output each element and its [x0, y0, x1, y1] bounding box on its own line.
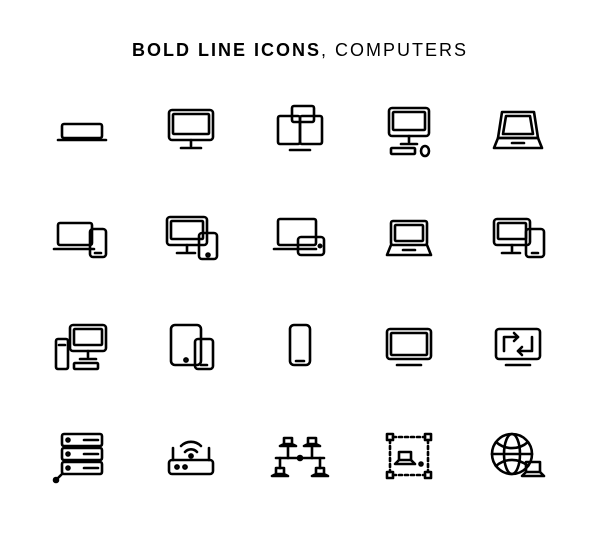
laptop-closed-icon [40, 89, 123, 172]
tablet-phone-icon [149, 306, 232, 389]
icon-sheet: BOLD LINE ICONS, COMPUTERS [0, 0, 600, 537]
wifi-router-icon [149, 415, 232, 498]
title-sep: , [321, 40, 335, 60]
title-bold: BOLD LINE ICONS [132, 40, 321, 60]
icon-grid [40, 89, 560, 497]
desktop-keyboard-mouse-icon [368, 89, 451, 172]
laptop-open-icon [368, 198, 451, 281]
laptop-phone-icon [40, 198, 123, 281]
smartphone-icon [258, 306, 341, 389]
tv-rotate-icon [477, 306, 560, 389]
tower-monitor-icon [40, 306, 123, 389]
desktop-monitor-icon [149, 89, 232, 172]
title-light: COMPUTERS [335, 40, 468, 60]
network-icon [258, 415, 341, 498]
crop-frame-icon [368, 415, 451, 498]
multi-window-icon [258, 89, 341, 172]
laptop-open-angled-icon [477, 89, 560, 172]
imac-tablet-icon [149, 198, 232, 281]
globe-laptop-icon [477, 415, 560, 498]
tv-screen-icon [368, 306, 451, 389]
desktop-tablet-icon [477, 198, 560, 281]
server-rack-icon [40, 415, 123, 498]
sheet-title: BOLD LINE ICONS, COMPUTERS [40, 40, 560, 61]
laptop-tablet-overlay-icon [258, 198, 341, 281]
